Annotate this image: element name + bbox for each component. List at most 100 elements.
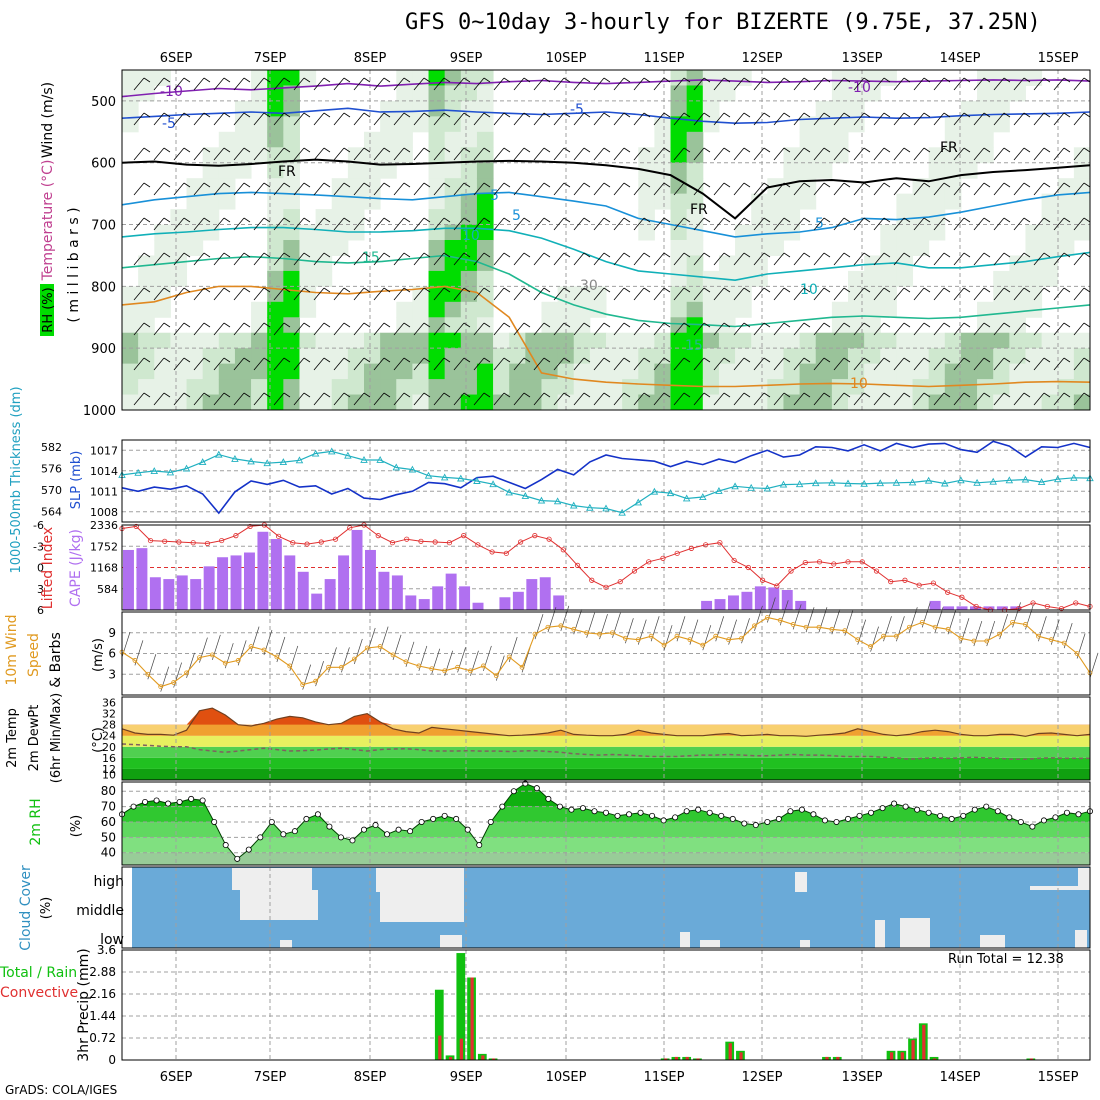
barb-staff <box>373 357 385 371</box>
barb-flag <box>463 77 471 83</box>
rh-cell <box>670 255 688 272</box>
barb-staff <box>413 77 425 91</box>
rh-cell <box>864 286 881 303</box>
wind-barb <box>673 322 691 336</box>
wind-barb <box>153 112 171 126</box>
wind-barb <box>253 77 271 91</box>
rh-cell <box>638 363 655 380</box>
wind-barb <box>913 392 931 406</box>
barb-flag <box>903 287 911 293</box>
surface-wind-barb <box>831 609 841 635</box>
rh-band <box>122 821 1090 838</box>
ylabel-2m-rh: 2m RH <box>28 798 44 845</box>
rh-cell <box>815 162 833 179</box>
barb-staff <box>653 252 665 266</box>
rh-cell <box>799 363 817 380</box>
barb-staff <box>173 357 185 371</box>
rh-cell <box>154 301 171 318</box>
barb-flag <box>943 287 951 293</box>
wind-tick: 9 <box>108 626 116 640</box>
rh-cell <box>476 255 494 272</box>
barb-staff <box>253 217 265 231</box>
barb-flag <box>423 287 431 293</box>
rh-cell <box>912 240 930 256</box>
barb-staff <box>513 287 525 301</box>
wind-speed-point <box>300 682 306 688</box>
barb-flag <box>623 147 631 153</box>
rh-cell <box>960 394 978 411</box>
barb-staff <box>193 182 205 196</box>
rh-cell <box>396 116 413 133</box>
wind-barb <box>953 357 971 371</box>
rh-cell <box>735 332 752 349</box>
wind-barb <box>813 322 831 336</box>
barb-staff <box>533 287 545 301</box>
temp-tick: 20 <box>102 741 116 754</box>
barb-staff <box>553 287 565 301</box>
wind-barb <box>933 77 951 91</box>
rh-cell <box>428 100 446 117</box>
rh-cell <box>234 162 252 179</box>
barb-flag <box>663 287 671 293</box>
barb-staff <box>1073 77 1085 91</box>
lifted-index-point <box>574 562 581 568</box>
barb-flag <box>663 77 671 83</box>
day-tick-top-7SEP: 7SEP <box>254 51 287 66</box>
barb-flag <box>343 287 351 293</box>
barb-staff <box>293 147 305 161</box>
barb-staff <box>633 287 645 301</box>
rh-cell <box>283 224 300 241</box>
wind-barb <box>293 182 311 196</box>
barb-flag <box>683 252 691 258</box>
rh-cell <box>831 332 849 349</box>
rh-cell <box>170 332 188 349</box>
wind-barb <box>1013 322 1031 336</box>
barb-flag <box>783 112 791 118</box>
barb-flag <box>323 357 331 363</box>
rh-cell <box>896 379 914 396</box>
rh-cell <box>283 70 300 86</box>
barb-staff <box>1053 77 1065 91</box>
barb-flag <box>1003 287 1011 293</box>
rh-cell <box>1041 209 1059 226</box>
wind-barb <box>513 182 531 196</box>
barb-flag <box>823 217 831 223</box>
barb-flag <box>243 252 251 258</box>
barb-staff <box>633 357 645 371</box>
wind-speed-point <box>248 644 254 649</box>
wind-speed-point <box>235 658 241 663</box>
rh-cell <box>1073 193 1091 210</box>
rh-point <box>314 811 321 818</box>
lifted-index-point <box>759 577 766 583</box>
wind-speed-point <box>145 671 151 677</box>
barb-flag <box>523 147 531 153</box>
cape-bar <box>365 549 376 610</box>
wind-barb <box>533 217 551 231</box>
barb-staff <box>953 217 965 231</box>
barb-staff <box>573 357 585 371</box>
rh-point <box>902 803 909 810</box>
barb-staff <box>993 112 1005 126</box>
wind-barb <box>1073 112 1091 126</box>
wind-speed-point <box>790 622 796 627</box>
wind-barb <box>853 147 871 161</box>
barb-staff <box>793 322 805 336</box>
barb-flag <box>803 217 811 223</box>
rh-cell <box>154 70 171 86</box>
wind-barb <box>333 112 351 126</box>
wind-barb <box>333 322 351 336</box>
rh-point <box>499 803 506 810</box>
barb-flag <box>223 77 231 83</box>
barb-staff <box>153 252 165 266</box>
wind-barb <box>233 217 251 231</box>
surface-wind-barb <box>199 637 208 663</box>
wind-barb <box>333 217 351 231</box>
rh-cell <box>460 100 478 117</box>
rh-cell <box>525 394 542 411</box>
barb-staff <box>853 182 865 196</box>
barb-flag <box>523 182 531 188</box>
wind-barb <box>733 182 751 196</box>
barb-staff <box>153 392 165 406</box>
barb-staff <box>693 357 705 371</box>
